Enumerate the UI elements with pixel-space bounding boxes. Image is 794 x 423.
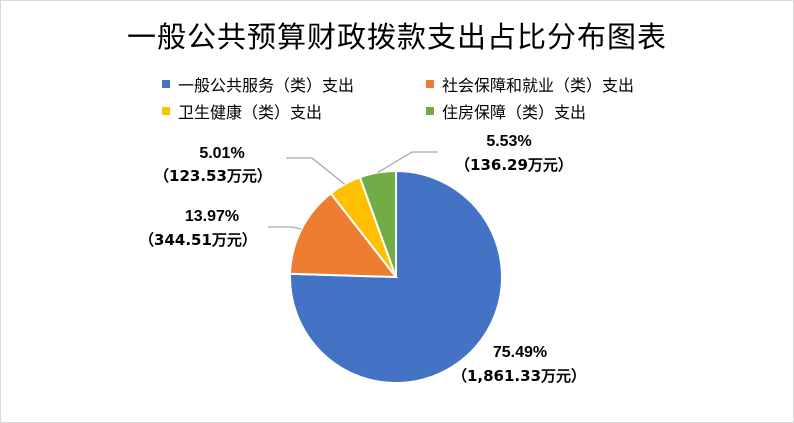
- data-label-percent-social-security: 13.97%: [185, 208, 239, 225]
- data-label-amount-social-security: （344.51万元）: [139, 231, 257, 249]
- leader-line-health: [286, 157, 346, 185]
- pie-slice-housing: [358, 169, 397, 278]
- legend: 一般公共服务（类）支出 社会保障和就业（类）支出 卫生健康（类）支出 住房保障（…: [162, 70, 722, 124]
- legend-item-general-public-services: 一般公共服务（类）支出: [162, 72, 426, 96]
- data-label-amount-health: （123.53万元）: [154, 167, 272, 185]
- legend-item-housing: 住房保障（类）支出: [426, 99, 586, 123]
- leader-line-housing: [377, 151, 438, 174]
- legend-row-1: 一般公共服务（类）支出 社会保障和就业（类）支出: [162, 70, 722, 97]
- legend-swatch: [162, 79, 170, 88]
- data-label-percent-housing: 5.53%: [486, 133, 531, 150]
- leader-line-social-security: [268, 226, 302, 230]
- legend-item-health: 卫生健康（类）支出: [162, 99, 426, 123]
- legend-label: 一般公共服务（类）支出: [178, 75, 355, 95]
- legend-swatch: [426, 106, 434, 115]
- leader-lines: [268, 151, 438, 230]
- legend-item-social-security: 社会保障和就业（类）支出: [426, 72, 634, 96]
- data-label-amount-general-public-services: （1,861.33万元）: [452, 367, 586, 385]
- legend-swatch: [162, 106, 170, 115]
- legend-swatch: [426, 79, 434, 88]
- legend-label: 住房保障（类）支出: [442, 102, 587, 122]
- pie-slice-general-public-services: [289, 169, 503, 384]
- legend-row-2: 卫生健康（类）支出 住房保障（类）支出: [162, 97, 722, 124]
- chart-title: 一般公共预算财政拨款支出占比分布图表: [126, 20, 667, 54]
- legend-label: 卫生健康（类）支出: [178, 102, 323, 122]
- data-label-percent-general-public-services: 75.49%: [493, 344, 547, 361]
- pie-slice-social-security: [289, 192, 399, 279]
- data-labels: 75.49% （1,861.33万元） 13.97% （344.51万元） 5.01% （…: [139, 133, 586, 385]
- data-label-amount-housing: （136.29万元）: [455, 156, 573, 174]
- pie-slices: [289, 169, 503, 384]
- legend-label: 社会保障和就业（类）支出: [442, 75, 635, 95]
- data-label-percent-health: 5.01%: [199, 145, 244, 162]
